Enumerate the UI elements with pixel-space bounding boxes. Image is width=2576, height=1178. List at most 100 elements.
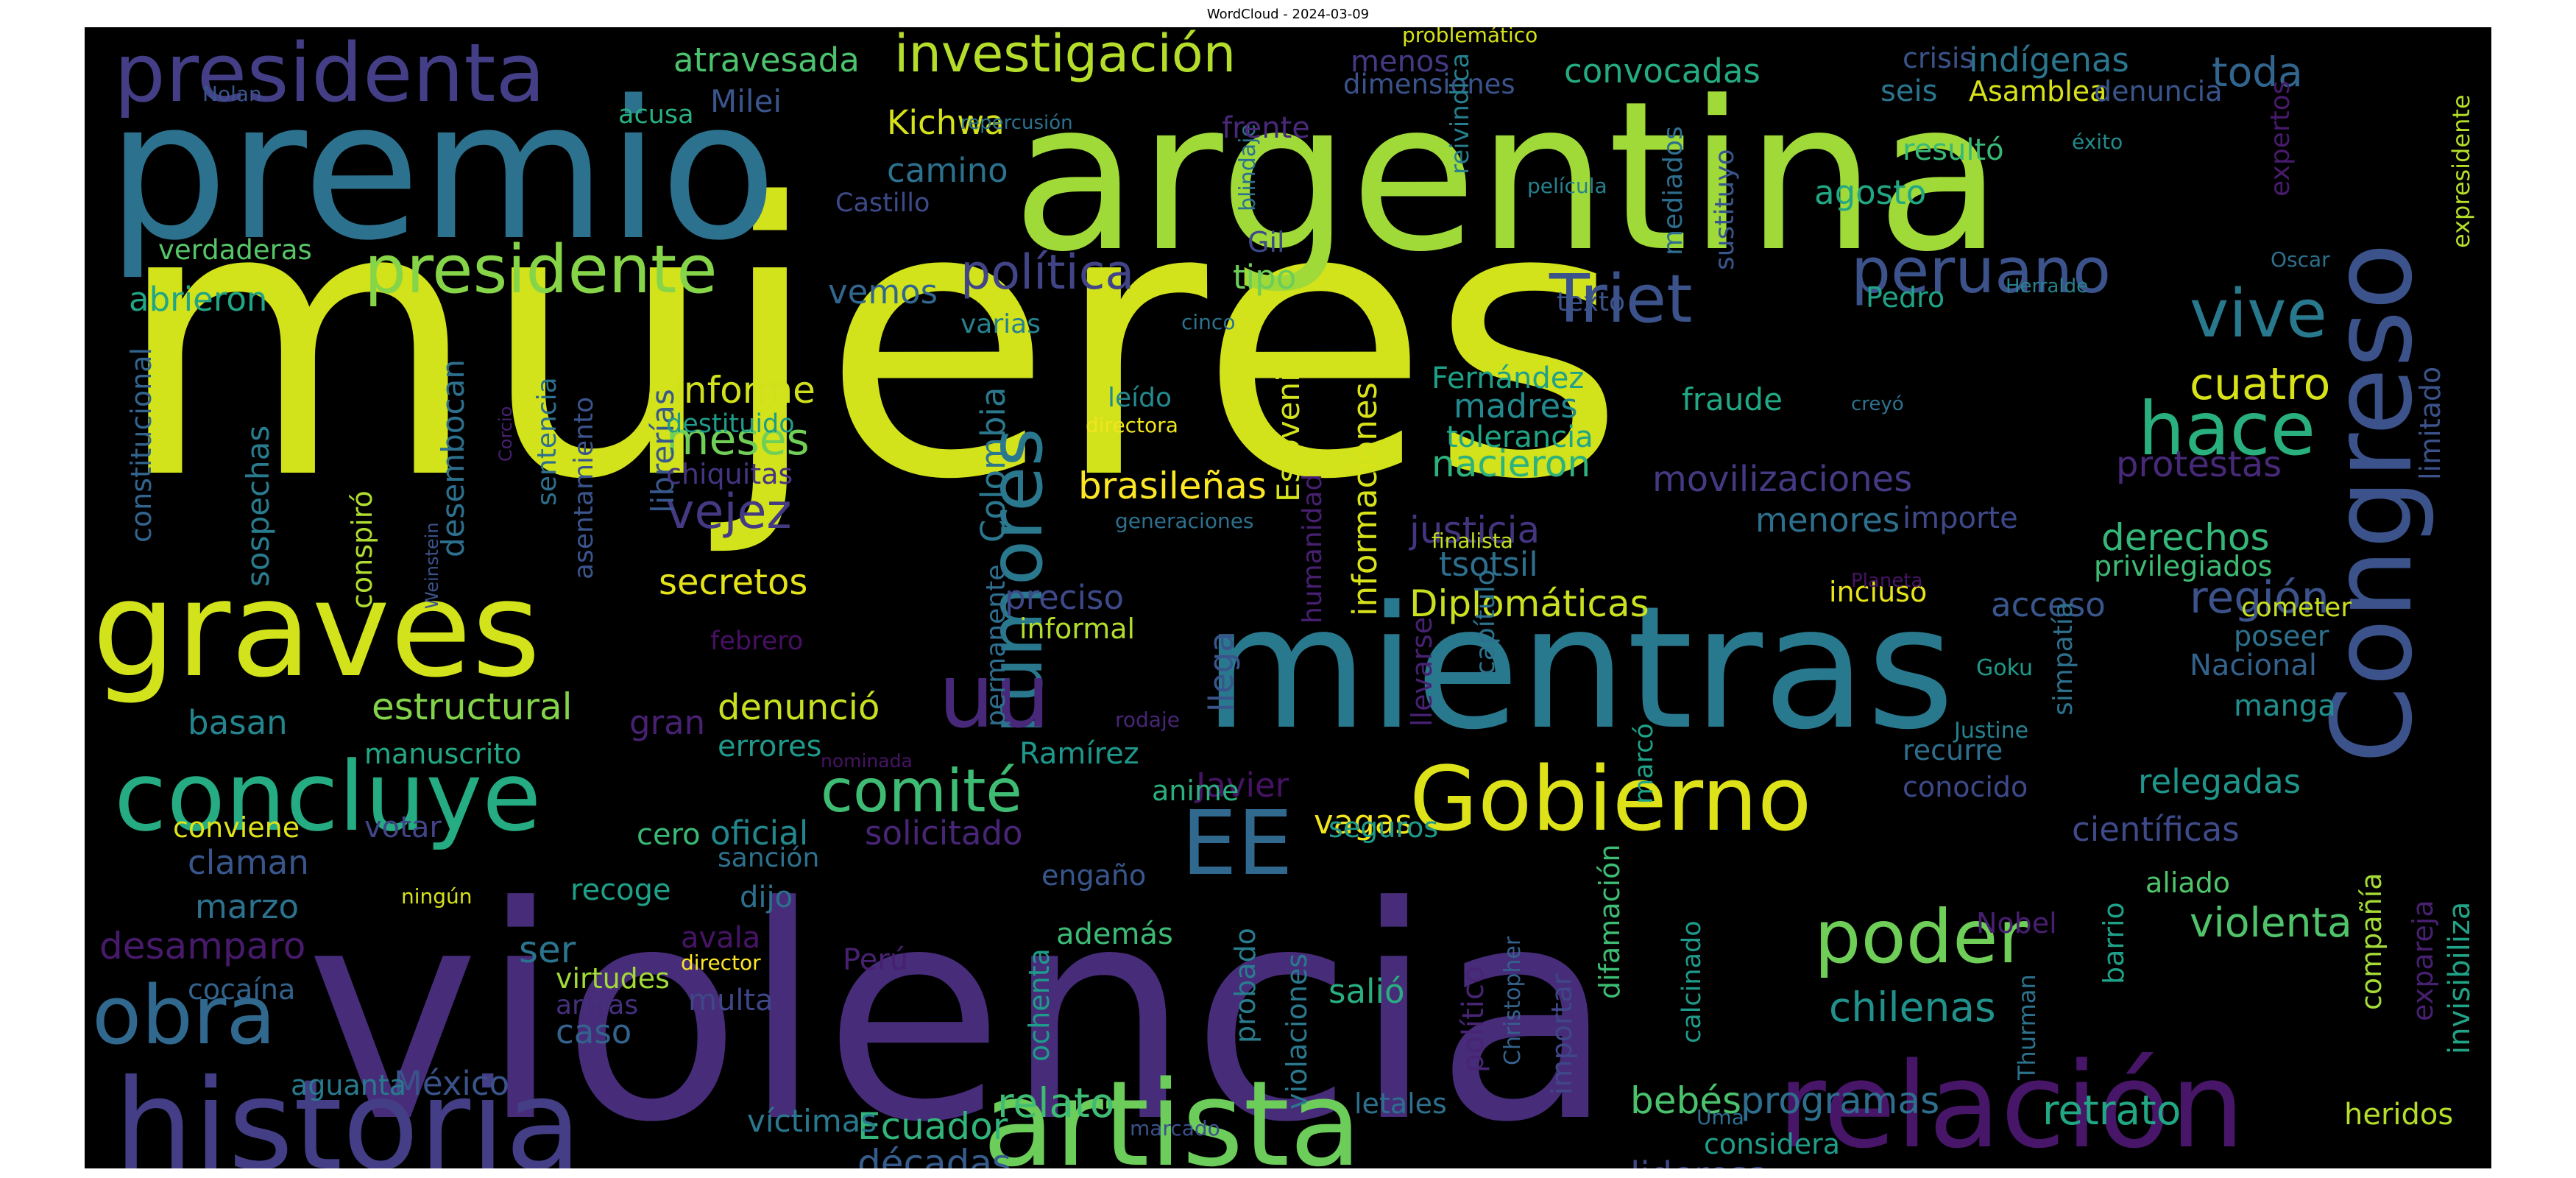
word-avala: avala <box>681 921 760 955</box>
word-protestas: protestas <box>2116 444 2282 485</box>
word-comite: comité <box>821 757 1022 825</box>
word-llega: llega <box>1202 632 1241 712</box>
word-acceso: acceso <box>1991 585 2106 624</box>
word-premio: premio <box>107 60 777 283</box>
word-expareja: expareja <box>2407 900 2439 1021</box>
word-privilegiados: privilegiados <box>2094 550 2272 582</box>
word-indigenas: indígenas <box>1969 40 2129 80</box>
word-presidente: presidente <box>364 231 718 308</box>
word-cinco: cinco <box>1181 310 1235 334</box>
word-denuncio: denunció <box>718 687 880 728</box>
word-incluso: incluso <box>1829 576 1927 608</box>
word-triet: Triet <box>1549 261 1692 338</box>
word-probado: probado <box>1229 928 1262 1043</box>
word-asamblea: Asamblea <box>1969 75 2106 107</box>
word-armas: armas <box>556 990 638 1020</box>
word-leido: leído <box>1108 383 1172 413</box>
word-generaciones: generaciones <box>1115 509 1254 533</box>
word-planeta: Planeta <box>1851 570 1922 592</box>
word-difamacion: difamación <box>1593 844 1626 999</box>
word-investigacion: investigación <box>894 27 1236 84</box>
word-considera: considera <box>1704 1128 1840 1160</box>
word-brasilenas: brasileñas <box>1078 465 1267 507</box>
word-marzo: marzo <box>195 887 299 926</box>
word-relacion: relación <box>1777 1037 2245 1168</box>
word-ademas: además <box>1056 917 1173 951</box>
word-historia: historia <box>114 1053 582 1168</box>
word-peru: Perú <box>843 943 908 977</box>
word-creyo: creyó <box>1851 393 1904 415</box>
word-permanente: permanente <box>981 565 1011 727</box>
word-pelicula: película <box>1527 174 1607 198</box>
word-rumores: rumores <box>973 428 1059 734</box>
word-denuncia: denuncia <box>2094 75 2223 107</box>
word-dijo: dijo <box>740 881 793 914</box>
word-relegadas: relegadas <box>2138 762 2301 801</box>
word-directora: directora <box>1086 413 1178 437</box>
word-vagas: vagas <box>1314 803 1412 842</box>
word-crisis: crisis <box>1903 42 1974 74</box>
word-finalista: finalista <box>1432 529 1513 553</box>
word-manga: manga <box>2234 689 2336 723</box>
word-desamparo: desamparo <box>99 925 305 967</box>
word-calcinado: calcinado <box>1677 920 1707 1043</box>
word-gil: Gil <box>1248 226 1285 258</box>
word-weinstein: Weinstein <box>422 522 442 609</box>
word-oscar: Oscar <box>2271 247 2330 272</box>
word-uma: Uma <box>1696 1105 1744 1129</box>
word-politico: político <box>1457 966 1490 1073</box>
word-nominada: nominada <box>821 750 913 772</box>
word-preciso: preciso <box>1005 578 1124 617</box>
word-argentina: argentina <box>1012 57 2003 297</box>
word-vemos: vemos <box>828 272 938 311</box>
word-sancion: sanción <box>718 843 819 873</box>
word-repercusion: repercusión <box>960 112 1073 134</box>
word-uu: uu <box>938 646 1050 748</box>
word-exito: éxito <box>2072 130 2123 154</box>
word-mujeres: mujeres <box>114 125 1625 562</box>
word-menores: menores <box>1755 501 1900 540</box>
figure-title: WordCloud - 2024-03-09 <box>1206 7 1370 22</box>
word-importar: importar <box>1546 973 1578 1095</box>
word-mientras: mientras <box>1203 571 1955 767</box>
word-salio: salió <box>1328 972 1405 1011</box>
word-importe: importe <box>1903 501 2018 535</box>
word-recoge: recoge <box>570 873 671 907</box>
word-frente: frente <box>1222 111 1310 145</box>
word-cuatro: cuatro <box>2190 359 2330 410</box>
word-manuscrito: manuscrito <box>364 738 522 770</box>
word-resulto: resultó <box>1903 133 2004 167</box>
word-ee: EE <box>1181 793 1293 895</box>
word-invisibiliza: invisibiliza <box>2443 902 2477 1054</box>
wordcloud-background <box>85 27 2491 1168</box>
word-congreso: Congreso <box>2309 243 2437 763</box>
word-aguanta: aguanta <box>291 1069 406 1101</box>
word-bebes: bebés <box>1630 1079 1741 1122</box>
word-cientificas: científicas <box>2072 810 2240 849</box>
word-cometer: cometer <box>2241 593 2352 623</box>
word-cocaina: cocaína <box>188 973 295 1006</box>
word-marcado: marcado <box>1130 1116 1220 1140</box>
word-problematico: problemático <box>1402 27 1538 47</box>
word-programas: programas <box>1741 1079 1939 1122</box>
word-christopher: Christopher <box>1500 936 1526 1065</box>
word-javier: Javier <box>1194 766 1289 805</box>
word-claman: claman <box>188 843 309 882</box>
word-milei: Milei <box>710 83 782 119</box>
word-mexico: México <box>394 1064 509 1103</box>
word-artista: artista <box>983 1055 1362 1168</box>
word-nacional: Nacional <box>2190 649 2317 683</box>
word-marco: marcó <box>1630 723 1659 804</box>
word-gran: gran <box>629 703 705 742</box>
word-diplomaticas: Diplomáticas <box>1409 582 1649 625</box>
word-violenta: violenta <box>2190 899 2352 946</box>
word-graves: graves <box>92 553 541 707</box>
word-obra: obra <box>92 968 276 1062</box>
word-acusa: acusa <box>618 100 694 130</box>
word-ecuador: Ecuador <box>857 1105 1008 1148</box>
word-cero: cero <box>637 818 701 852</box>
word-blindaje: blindaje <box>1235 124 1261 211</box>
word-abrieron: abrieron <box>129 280 267 319</box>
word-lideresa: lideresa <box>1630 1154 1769 1168</box>
word-justicia: justicia <box>1409 509 1540 551</box>
